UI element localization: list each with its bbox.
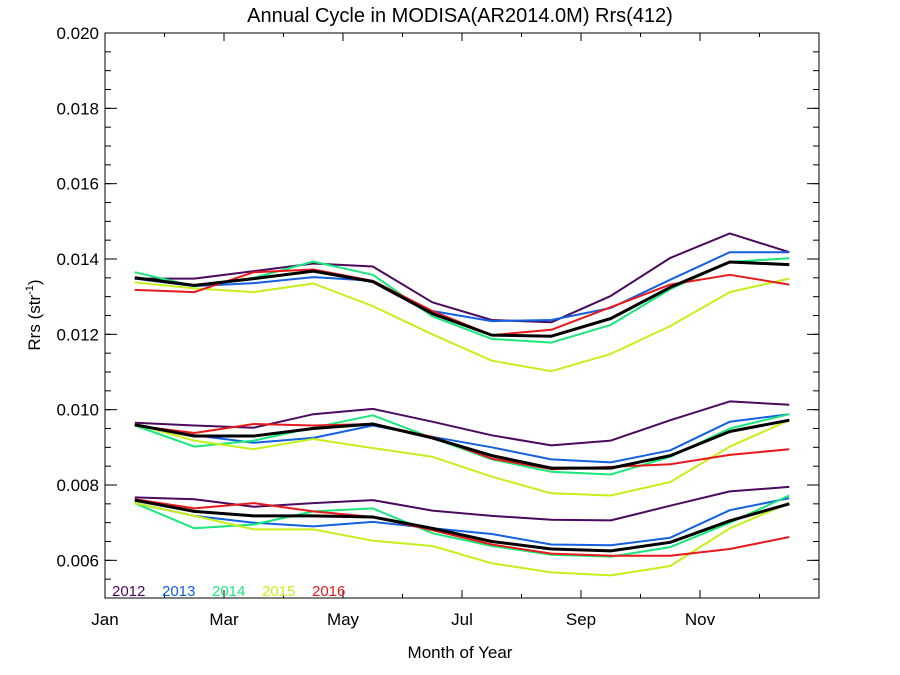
y-tick-label: 0.010: [56, 401, 99, 420]
series-lines: [134, 232, 790, 577]
series-mean-line-1: [134, 260, 790, 338]
series-2014-line-2: [134, 413, 790, 476]
x-tick-label: Nov: [685, 610, 716, 629]
series-2015-line-1: [134, 277, 790, 373]
y-axis-label-close: ): [25, 279, 44, 285]
legend-entry-2016: 2016: [312, 583, 345, 600]
series-mean-line-2: [134, 418, 790, 470]
chart-title: Annual Cycle in MODISA(AR2014.0M) Rrs(41…: [247, 5, 673, 27]
y-tick-label: 0.006: [56, 551, 99, 570]
x-tick-label: Mar: [209, 610, 239, 629]
series-2012-line-3: [134, 485, 790, 522]
series-mean-line-3: [134, 498, 790, 553]
y-tick-label: 0.020: [56, 24, 99, 43]
legend: 2012 2013 2014 2015 2016: [112, 583, 345, 600]
x-tick-label: Jul: [451, 610, 473, 629]
y-tick-label: 0.014: [56, 250, 99, 269]
series-2014-line-3: [134, 494, 790, 558]
y-axis-label-sup: -1: [24, 285, 36, 295]
legend-entry-2013: 2013: [162, 583, 195, 600]
series-2016-line-3: [134, 498, 790, 557]
legend-entry-2015: 2015: [262, 583, 295, 600]
y-tick-label: 0.018: [56, 99, 99, 118]
x-axis-label: Month of Year: [408, 643, 513, 662]
series-2015-line-3: [134, 502, 790, 577]
x-axis: Jan Mar May Jul Sep Nov: [91, 33, 760, 629]
y-tick-label: 0.016: [56, 175, 99, 194]
y-axis: 0.006 0.008 0.010 0.012 0.014 0.016 0.018 0.020: [56, 24, 819, 599]
series-2012-line-2: [134, 400, 790, 447]
x-tick-label: Sep: [566, 610, 596, 629]
x-tick-label: May: [327, 610, 360, 629]
series-2015-line-2: [134, 419, 790, 497]
y-tick-label: 0.008: [56, 476, 99, 495]
y-axis-label: Rrs (str-1): [24, 279, 44, 350]
y-axis-label-text: Rrs (str: [25, 295, 44, 351]
legend-entry-2012: 2012: [112, 583, 145, 600]
x-tick-label: Jan: [91, 610, 118, 629]
series-2013-line-1: [134, 251, 790, 323]
series-2013-line-2: [134, 413, 790, 464]
y-tick-label: 0.012: [56, 325, 99, 344]
series-2012-line-1: [134, 232, 790, 324]
legend-entry-2014: 2014: [212, 583, 245, 600]
series-2013-line-3: [134, 497, 790, 547]
